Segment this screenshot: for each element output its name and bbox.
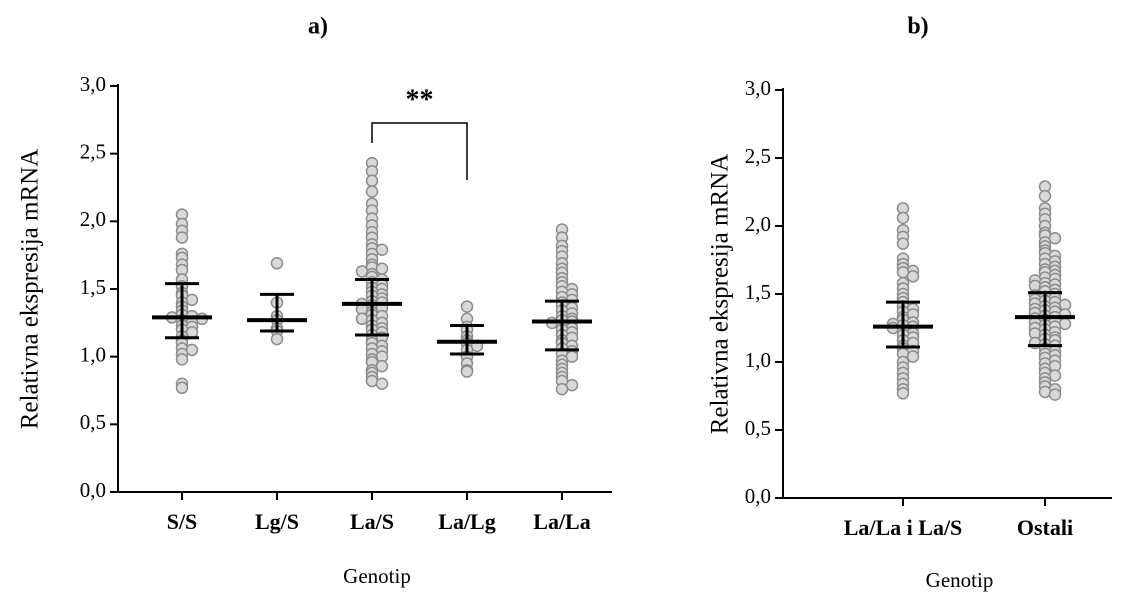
x-tick-label: S/S [167, 509, 198, 534]
y-tick-label: 0,5 [745, 416, 771, 440]
x-axis-label: Genotip [343, 564, 411, 588]
y-tick-label: 2,5 [80, 139, 106, 163]
data-point [896, 211, 910, 225]
data-point [365, 185, 379, 198]
data-point [375, 377, 389, 390]
significance-bracket [371, 122, 468, 180]
data-point [185, 293, 199, 307]
data-point [365, 174, 379, 187]
data-point [555, 382, 569, 396]
data-point [896, 237, 910, 250]
data-point [460, 300, 474, 313]
y-tick-label: 0,0 [745, 484, 771, 508]
x-axis-label: Genotip [926, 568, 994, 592]
data-point [270, 332, 284, 346]
data-point [906, 350, 920, 363]
x-tick-label: La/La i La/S [844, 515, 963, 540]
data-point [1048, 369, 1062, 382]
x-tick-label: La/La [533, 509, 590, 534]
y-tick-label: 1,5 [80, 275, 106, 299]
y-tick-label: 0,5 [80, 410, 106, 434]
y-axis-label: Relativna ekspresija mRNA [17, 149, 44, 430]
x-tick-label: Ostali [1017, 515, 1073, 540]
data-point [460, 365, 474, 378]
data-point [355, 312, 369, 326]
data-point [1038, 189, 1052, 203]
y-axis-label: Relativna ekspresija mRNA [707, 154, 734, 435]
data-point [906, 270, 920, 283]
data-point [375, 262, 389, 275]
data-point [1038, 385, 1052, 399]
y-tick-label: 3,0 [80, 72, 106, 96]
data-point [1058, 317, 1072, 331]
y-tick-label: 2,5 [745, 144, 771, 168]
chart-title: a) [308, 14, 328, 40]
x-tick-label: Lg/S [255, 509, 299, 534]
y-tick-label: 2,0 [745, 212, 771, 236]
data-point [896, 387, 910, 400]
y-tick-label: 3,0 [745, 76, 771, 100]
chart-title: b) [907, 14, 928, 40]
data-point [365, 374, 379, 388]
y-tick-label: 1,0 [745, 348, 771, 372]
x-tick-label: La/Lg [438, 509, 495, 534]
data-point [355, 265, 369, 278]
y-tick-label: 1,5 [745, 280, 771, 304]
x-tick-label: La/S [350, 509, 394, 534]
data-point [175, 381, 189, 395]
data-point [175, 353, 189, 366]
y-tick-label: 2,0 [80, 207, 106, 231]
data-point [175, 231, 189, 244]
data-point [270, 257, 284, 270]
y-tick-label: 1,0 [80, 342, 106, 366]
significance-label: ** [406, 84, 434, 115]
data-point [1048, 388, 1062, 401]
y-tick-label: 0,0 [80, 478, 106, 502]
